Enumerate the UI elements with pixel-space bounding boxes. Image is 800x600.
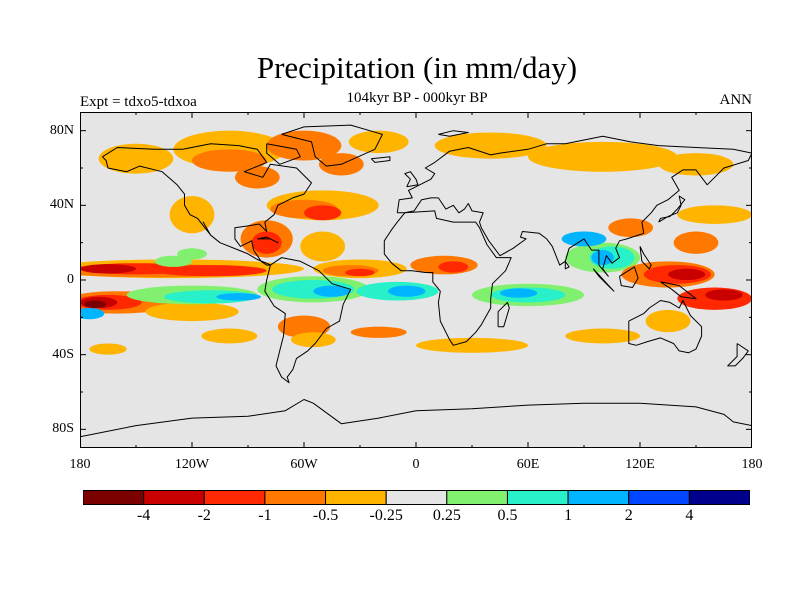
coast-eurasia	[396, 135, 752, 277]
colorbar-label: 0.5	[497, 507, 518, 524]
colorbar-box	[628, 490, 690, 505]
anomaly-patch	[266, 130, 342, 161]
colorbar-label: 4	[685, 507, 694, 524]
coast-south-america	[264, 257, 352, 384]
anomaly-patch	[216, 293, 262, 301]
lon-label: 120E	[625, 457, 655, 472]
anomaly-patch	[668, 268, 706, 280]
anomaly-patch	[438, 261, 469, 273]
anomaly-patch	[98, 143, 174, 174]
lat-label: 40N	[49, 197, 74, 213]
anomaly-patch	[192, 149, 267, 172]
anomaly-patch	[388, 285, 426, 297]
anomaly-patch	[234, 166, 280, 189]
anomaly-patch	[169, 196, 215, 234]
coast-iceland	[370, 156, 391, 163]
colorbar-box	[143, 490, 205, 505]
anomaly-patch	[277, 315, 331, 338]
colorbar-box	[83, 490, 145, 505]
anomaly-patch	[80, 264, 136, 274]
anomaly-patch	[350, 326, 407, 338]
anomaly-patch	[177, 248, 207, 260]
anomaly-patch	[83, 300, 107, 308]
anomaly-patch	[304, 205, 342, 221]
experiment-label: Expt = tdxo5-tdxoa	[80, 94, 197, 110]
anomaly-patch	[89, 343, 127, 355]
coast-philippines	[639, 246, 652, 270]
anomaly-patch	[313, 285, 351, 297]
lon-label: 180	[69, 457, 91, 472]
anomaly-patch	[300, 231, 346, 262]
anomaly-patch	[528, 141, 678, 172]
coast-japan	[658, 195, 686, 223]
coast-baffin	[266, 143, 301, 165]
colorbar-box	[688, 490, 750, 505]
lat-label: 0	[67, 272, 74, 287]
coast-australia	[628, 300, 703, 354]
anomaly-patch	[145, 302, 239, 322]
colorbar-box	[325, 490, 387, 505]
lat-label: 80N	[49, 122, 74, 138]
colorbar	[83, 490, 750, 505]
coast-greenland	[281, 124, 383, 167]
coast-borneo	[619, 266, 639, 288]
coast-africa	[383, 210, 512, 346]
colorbar-box	[446, 490, 508, 505]
precipitation-map	[80, 112, 752, 448]
coast-antarctica	[80, 399, 752, 438]
anomaly-patch	[500, 288, 538, 298]
anomaly-patch	[201, 328, 258, 344]
coast-svalbard	[438, 130, 469, 137]
anomaly-patch	[251, 231, 282, 254]
anomaly-patch	[673, 231, 719, 254]
colorbar-label: 2	[624, 507, 633, 524]
anomaly-patch	[608, 218, 654, 238]
anomaly-patch	[154, 255, 192, 267]
plot-subtitle: 104kyr BP - 000kyr BP	[346, 90, 488, 106]
coast-new-guinea	[660, 281, 697, 300]
lon-label: 180	[741, 457, 763, 472]
colorbar-label: 1	[564, 507, 573, 524]
lat-label: 40S	[52, 346, 74, 362]
lon-label: 120W	[174, 457, 210, 472]
season-label: ANN	[719, 92, 753, 108]
colorbar-label: -0.25	[369, 507, 403, 524]
coast-sri-lanka	[564, 261, 570, 270]
anomaly-patch	[434, 132, 547, 159]
coast-british-isles	[404, 171, 419, 188]
anomaly-patch	[565, 328, 640, 344]
colorbar-label: -4	[136, 507, 151, 524]
anomaly-patch	[80, 308, 105, 320]
colorbar-label: -0.5	[312, 507, 339, 524]
colorbar-label: -2	[197, 507, 211, 524]
coast-north-america	[102, 143, 312, 266]
coast-madagascar	[497, 301, 510, 328]
anomaly-patch	[154, 265, 267, 277]
anomaly-patch	[416, 337, 528, 353]
anomaly-patch	[658, 153, 734, 176]
coast-cuba	[257, 236, 279, 244]
colorbar-box	[264, 490, 327, 505]
lon-label: 0	[412, 457, 420, 472]
colorbar-box	[567, 490, 630, 505]
coast-sumatra	[592, 268, 615, 292]
anomaly-patch	[705, 289, 743, 301]
anomaly-patch	[645, 309, 691, 333]
lon-label: 60W	[290, 457, 318, 472]
anomaly-patch	[591, 250, 614, 266]
anomaly-patch	[677, 205, 752, 224]
colorbar-label: -1	[258, 507, 272, 524]
lat-label: 80S	[52, 421, 74, 437]
colorbar-box	[385, 490, 448, 505]
anomaly-patch	[290, 332, 336, 348]
coast-new-zealand	[727, 343, 749, 367]
colorbar-box	[506, 490, 569, 505]
lon-label: 60E	[516, 457, 540, 472]
plot-title: Precipitation (in mm/day)	[256, 50, 578, 85]
colorbar-label: 0.25	[432, 507, 461, 524]
anomaly-patch	[345, 268, 375, 277]
colorbar-box	[203, 490, 266, 505]
